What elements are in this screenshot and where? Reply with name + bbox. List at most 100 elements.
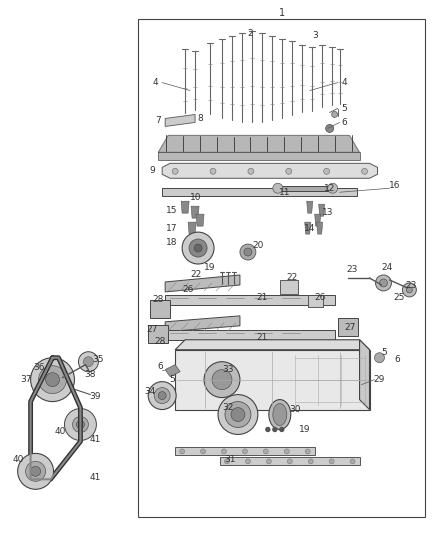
Text: 24: 24 bbox=[382, 263, 393, 272]
Circle shape bbox=[273, 183, 283, 193]
Text: 22: 22 bbox=[191, 270, 201, 279]
Text: 1: 1 bbox=[279, 8, 285, 18]
Text: 10: 10 bbox=[191, 193, 202, 201]
Text: 35: 35 bbox=[92, 355, 104, 364]
Bar bbox=[165, 295, 335, 305]
Text: 28: 28 bbox=[152, 295, 164, 304]
Text: 26: 26 bbox=[314, 293, 325, 302]
Circle shape bbox=[379, 279, 388, 287]
Text: 27: 27 bbox=[344, 324, 355, 332]
Text: 33: 33 bbox=[222, 365, 234, 374]
Bar bbox=[308, 295, 323, 307]
Bar bbox=[338, 318, 357, 336]
Circle shape bbox=[201, 449, 205, 454]
Circle shape bbox=[240, 244, 256, 260]
Text: 8: 8 bbox=[197, 114, 203, 123]
Polygon shape bbox=[317, 222, 323, 234]
Text: 38: 38 bbox=[85, 370, 96, 379]
Text: 14: 14 bbox=[304, 224, 315, 232]
Polygon shape bbox=[165, 316, 240, 332]
Text: 41: 41 bbox=[90, 435, 101, 444]
Bar bbox=[148, 325, 168, 343]
Polygon shape bbox=[196, 214, 204, 226]
Circle shape bbox=[210, 168, 216, 174]
Text: 23: 23 bbox=[346, 265, 357, 274]
Bar bbox=[278, 186, 332, 191]
Circle shape bbox=[374, 353, 385, 362]
Text: 13: 13 bbox=[322, 208, 333, 217]
Circle shape bbox=[350, 459, 355, 464]
Circle shape bbox=[308, 459, 313, 464]
Polygon shape bbox=[319, 204, 325, 216]
Circle shape bbox=[39, 366, 67, 393]
Text: 2: 2 bbox=[247, 29, 253, 38]
Circle shape bbox=[154, 387, 170, 403]
Polygon shape bbox=[307, 201, 313, 213]
Text: 21: 21 bbox=[256, 293, 268, 302]
Text: 30: 30 bbox=[289, 405, 300, 414]
Ellipse shape bbox=[269, 400, 291, 430]
Polygon shape bbox=[188, 222, 196, 234]
Circle shape bbox=[222, 449, 226, 454]
Text: 11: 11 bbox=[279, 188, 290, 197]
Circle shape bbox=[231, 408, 245, 422]
Circle shape bbox=[324, 168, 330, 174]
Text: 19: 19 bbox=[204, 263, 216, 272]
Polygon shape bbox=[165, 275, 240, 292]
Text: 4: 4 bbox=[152, 78, 158, 87]
Circle shape bbox=[244, 248, 252, 256]
Text: 36: 36 bbox=[33, 363, 44, 372]
Text: 5: 5 bbox=[342, 104, 347, 113]
Polygon shape bbox=[305, 222, 311, 234]
Text: 40: 40 bbox=[13, 455, 25, 464]
Circle shape bbox=[83, 357, 93, 367]
Ellipse shape bbox=[273, 403, 287, 425]
Circle shape bbox=[189, 239, 207, 257]
Text: 19: 19 bbox=[299, 425, 311, 434]
Circle shape bbox=[305, 449, 310, 454]
Circle shape bbox=[182, 232, 214, 264]
Circle shape bbox=[375, 275, 392, 291]
Circle shape bbox=[18, 454, 53, 489]
Polygon shape bbox=[360, 340, 370, 409]
Text: 6: 6 bbox=[395, 355, 400, 364]
Text: 6: 6 bbox=[157, 362, 163, 371]
Circle shape bbox=[242, 449, 247, 454]
Circle shape bbox=[148, 382, 176, 409]
Circle shape bbox=[172, 168, 178, 174]
Text: 29: 29 bbox=[374, 375, 385, 384]
Circle shape bbox=[286, 168, 292, 174]
Circle shape bbox=[78, 352, 99, 372]
Text: 7: 7 bbox=[155, 116, 161, 125]
Polygon shape bbox=[175, 340, 370, 350]
Text: 27: 27 bbox=[147, 325, 158, 334]
Circle shape bbox=[263, 449, 268, 454]
Circle shape bbox=[248, 168, 254, 174]
Circle shape bbox=[31, 358, 74, 401]
Circle shape bbox=[194, 244, 202, 252]
Circle shape bbox=[406, 287, 413, 293]
Bar bbox=[150, 300, 170, 318]
Text: 15: 15 bbox=[166, 206, 178, 215]
Circle shape bbox=[328, 183, 338, 193]
Circle shape bbox=[361, 168, 367, 174]
Text: 34: 34 bbox=[145, 387, 156, 396]
Circle shape bbox=[64, 409, 96, 440]
Bar bbox=[175, 447, 314, 455]
Circle shape bbox=[287, 459, 292, 464]
Circle shape bbox=[403, 283, 417, 297]
Circle shape bbox=[218, 394, 258, 434]
Text: 5: 5 bbox=[169, 375, 175, 384]
Text: 12: 12 bbox=[324, 184, 336, 193]
Polygon shape bbox=[314, 214, 321, 226]
Circle shape bbox=[212, 370, 232, 390]
Text: 18: 18 bbox=[166, 238, 178, 247]
Text: 25: 25 bbox=[394, 293, 405, 302]
Circle shape bbox=[77, 421, 85, 429]
Circle shape bbox=[158, 392, 166, 400]
Text: 28: 28 bbox=[155, 337, 166, 346]
Circle shape bbox=[225, 401, 251, 427]
Bar bbox=[280, 280, 298, 294]
Text: 9: 9 bbox=[149, 166, 155, 175]
Text: 3: 3 bbox=[312, 31, 318, 40]
